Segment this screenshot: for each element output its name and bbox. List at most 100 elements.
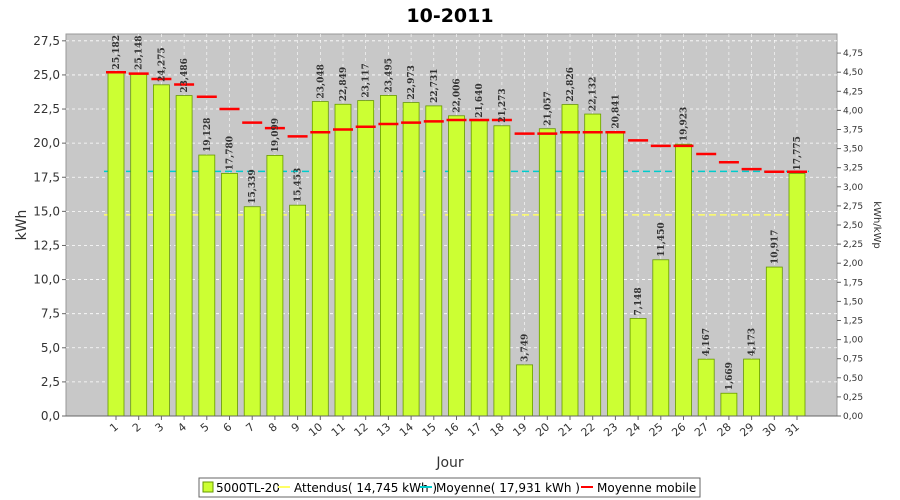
y2-tick-label: 3,00 (843, 183, 863, 193)
bar (697, 358, 715, 417)
bar-value-label: 20,841 (611, 94, 621, 128)
bar-value-label: 15,453 (294, 168, 304, 202)
y2-tick-label: 2,25 (843, 240, 863, 250)
bar-value-label: 11,450 (657, 222, 667, 256)
bar (198, 154, 216, 417)
bar-value-label: 17,780 (226, 136, 236, 170)
bar-value-label: 4,167 (702, 328, 712, 356)
y-tick-label: 10,0 (33, 273, 60, 287)
legend-label: Moyenne( 17,931 kWh ) (436, 481, 580, 495)
y2-tick-label: 4,50 (843, 68, 863, 78)
bar-value-label: 21,640 (475, 83, 485, 117)
y-tick-label: 7,5 (41, 307, 60, 321)
bar (765, 266, 783, 417)
x-tick-label: 11 (329, 420, 348, 439)
x-tick-label: 16 (442, 420, 461, 439)
bar-value-label: 21,273 (498, 88, 508, 122)
x-tick-label: 12 (352, 420, 371, 439)
y2-tick-label: 3,25 (843, 164, 863, 174)
y2-tick-label: 1,50 (843, 297, 863, 307)
y2-tick-label: 1,00 (843, 336, 863, 346)
y-tick-label: 20,0 (33, 136, 60, 150)
y2-tick-label: 0,00 (843, 412, 863, 422)
x-tick-label: 10 (306, 420, 325, 439)
x-tick-label: 31 (783, 420, 802, 439)
bar-value-label: 17,775 (793, 136, 803, 170)
bar (561, 104, 579, 417)
y-tick-label: 17,5 (33, 170, 60, 184)
y2-tick-label: 0,50 (843, 374, 863, 384)
x-tick-label: 27 (692, 420, 711, 439)
x-tick-label: 20 (533, 420, 552, 439)
bar-value-label: 23,486 (180, 58, 190, 92)
bar-value-label: 25,182 (112, 35, 122, 69)
legend-label: 5000TL-20 (216, 481, 280, 495)
chart-title: 10-2011 (406, 5, 493, 27)
y2-tick-label: 2,00 (843, 259, 863, 269)
legend-label: Attendus( 14,745 kWh ) (294, 481, 437, 495)
x-tick-label: 17 (465, 420, 484, 439)
bar (357, 100, 375, 417)
y-axis-label: kWh (14, 210, 30, 241)
bar-value-label: 22,006 (453, 78, 463, 112)
bar-value-label: 19,099 (271, 118, 281, 152)
y-tick-label: 22,5 (33, 102, 60, 116)
bar-value-label: 23,117 (362, 63, 372, 97)
x-axis-ticks: 1 2 3 4 5 6 7 8 9 10 11 12 13 14 15 16 17 18 19 20 21 22 23 24 2… (66, 415, 837, 439)
bar (221, 173, 238, 417)
x-tick-label: 21 (556, 420, 575, 439)
y2-tick-label: 0,25 (843, 393, 863, 403)
bar-value-label: 25,148 (135, 35, 145, 69)
y-tick-label: 5,0 (41, 341, 60, 355)
bar (675, 143, 692, 417)
bars (107, 72, 806, 417)
x-tick-label: 9 (289, 420, 303, 434)
x-tick-label: 4 (175, 420, 189, 434)
y2-axis-ticks: 0,00 0,25 0,50 0,75 1,00 1,25 1,50 1,75 2,00 2,25… (837, 49, 863, 422)
legend-label: Moyenne mobile (597, 481, 696, 495)
x-tick-label: 18 (488, 420, 507, 439)
x-tick-label: 19 (510, 420, 529, 439)
y2-tick-label: 2,75 (843, 202, 863, 212)
y2-tick-label: 2,50 (843, 221, 863, 231)
value-labels: 25,182 25,148 24,275 23,486 19,128 17,780 15,3… (112, 35, 803, 390)
bar-value-label: 19,923 (680, 107, 690, 141)
bar-value-label: 21,057 (543, 91, 553, 125)
x-tick-label: 29 (737, 420, 756, 439)
y2-tick-label: 0,75 (843, 355, 863, 365)
bar (652, 259, 670, 417)
bar (379, 95, 397, 417)
x-tick-label: 25 (647, 420, 666, 439)
y2-tick-label: 4,00 (843, 106, 863, 116)
bar (289, 204, 307, 417)
x-tick-label: 30 (760, 420, 779, 439)
bar-value-label: 23,048 (316, 64, 326, 98)
x-tick-label: 6 (221, 420, 235, 434)
moving-average (106, 70, 807, 174)
y-tick-label: 15,0 (33, 204, 60, 218)
bar-value-label: 24,275 (157, 47, 167, 81)
bar (584, 113, 602, 417)
bar (334, 103, 352, 417)
y2-tick-label: 1,75 (843, 278, 863, 288)
bar-value-label: 22,826 (566, 67, 576, 101)
x-tick-label: 5 (198, 420, 212, 434)
bar (538, 128, 556, 417)
legend-box (198, 477, 701, 498)
bar (152, 84, 170, 417)
y-tick-label: 27,5 (33, 34, 60, 48)
bar (311, 101, 329, 417)
bar-value-label: 3,749 (521, 334, 531, 362)
bar-value-label: 15,339 (248, 169, 258, 203)
bar-value-label: 22,132 (589, 77, 599, 111)
x-axis-label: Jour (435, 455, 464, 471)
bar (629, 318, 647, 417)
bar (516, 364, 533, 417)
bar (448, 115, 465, 417)
x-tick-label: 13 (374, 420, 393, 439)
bar (493, 125, 511, 417)
bar (402, 102, 420, 417)
x-tick-label: 3 (153, 420, 167, 434)
legend-swatch (202, 481, 214, 493)
